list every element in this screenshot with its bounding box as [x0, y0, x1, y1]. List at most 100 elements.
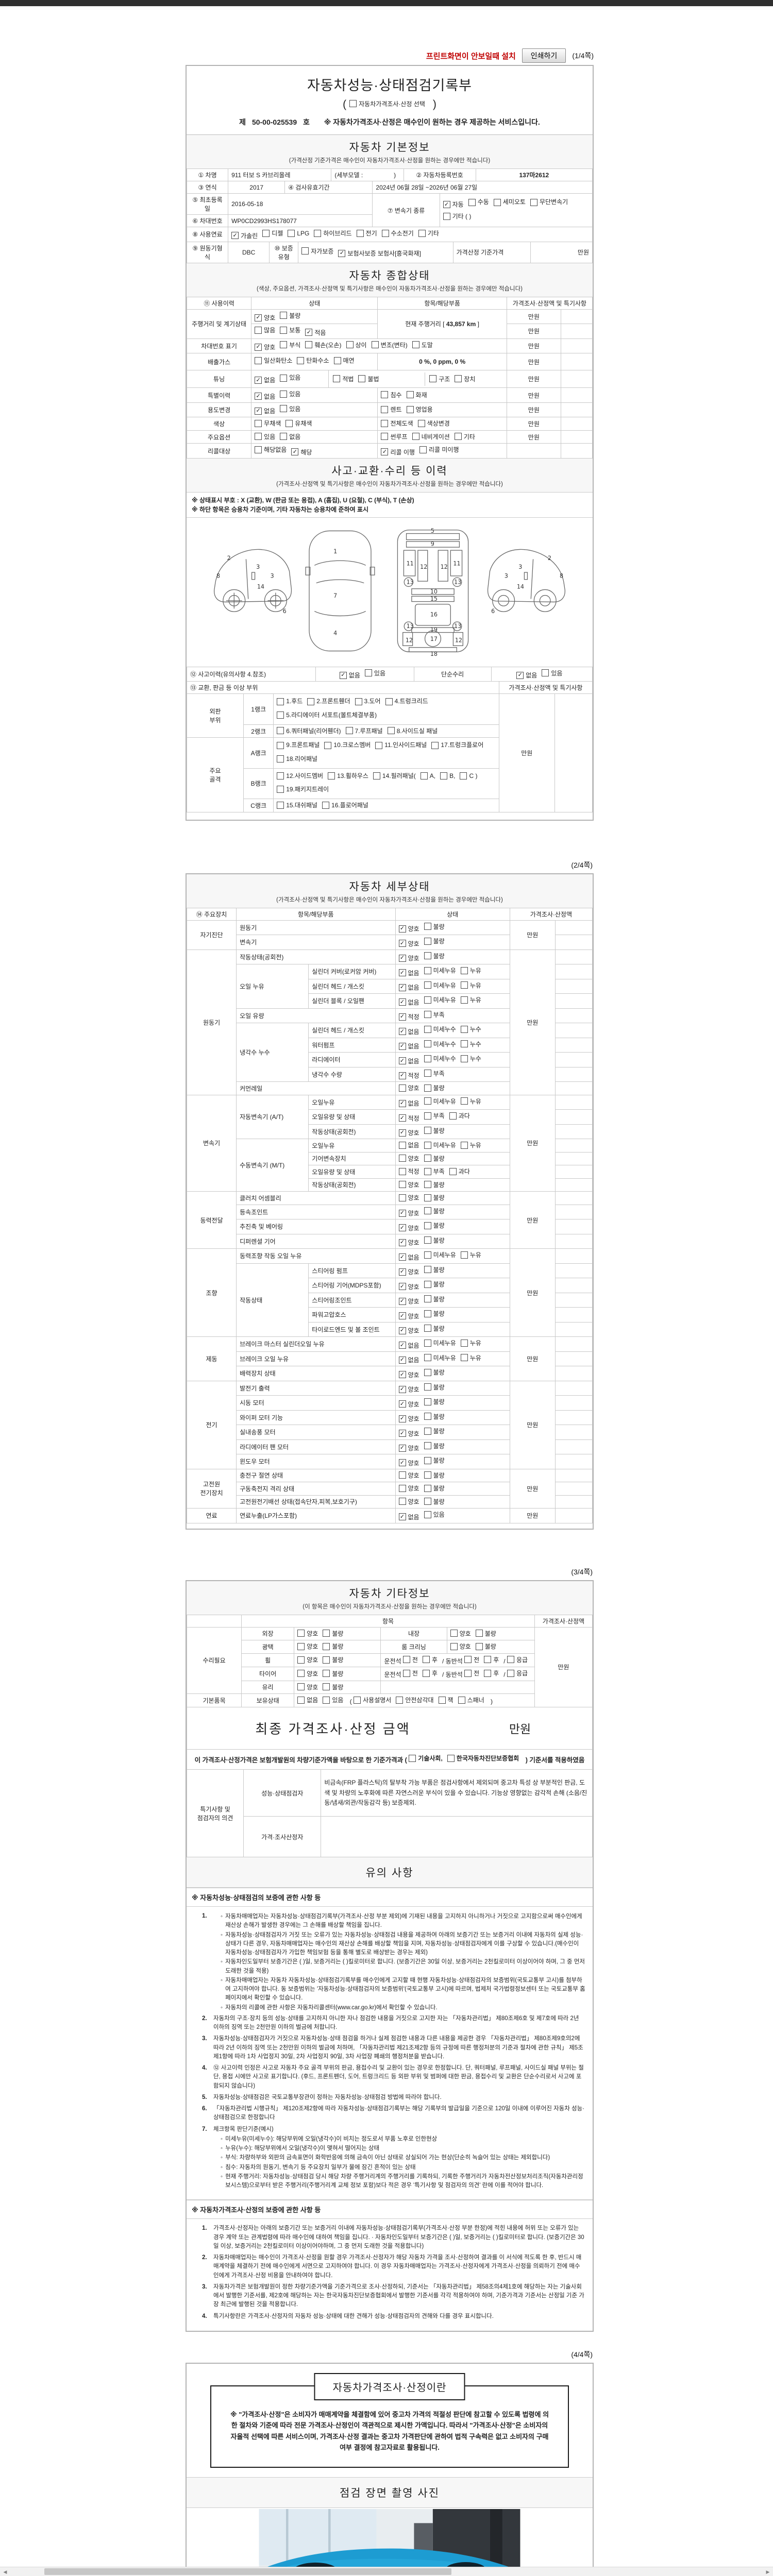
checkbox[interactable]	[443, 212, 450, 220]
checkbox[interactable]	[402, 1656, 410, 1664]
checkbox[interactable]	[255, 446, 262, 453]
checkbox[interactable]	[398, 1141, 406, 1149]
checkbox-option[interactable]: 있음	[280, 389, 300, 398]
checkbox[interactable]: ✓	[398, 1209, 406, 1217]
holding-options[interactable]: 없음 있음 ( 사용설명서 안전삼각대 잭 스패너 )	[294, 1693, 535, 1707]
checkbox-option[interactable]: 양호	[398, 1497, 419, 1506]
checkbox-option[interactable]: 디젤	[262, 229, 283, 238]
checkbox-option[interactable]: 기타	[454, 432, 475, 441]
price-note-cell[interactable]	[554, 964, 593, 979]
color-options[interactable]: 무채색 유채색	[251, 417, 378, 431]
checkbox-option[interactable]: 불량	[424, 937, 445, 945]
checkbox-option[interactable]: ✓ 양호	[398, 1297, 419, 1306]
checkbox[interactable]: ✓	[255, 314, 262, 321]
checkbox-option[interactable]: 미세누유	[424, 1141, 456, 1149]
checkbox-option[interactable]: 미세누유	[424, 966, 456, 975]
checkbox[interactable]	[277, 727, 284, 735]
state-cell[interactable]: ✓ 양호 불량	[395, 1425, 510, 1440]
checkbox[interactable]: ✓	[398, 1342, 406, 1349]
checkbox[interactable]: ✓	[398, 1253, 406, 1261]
checkbox-option[interactable]: 12.사이드멤버	[277, 770, 323, 782]
checkbox-option[interactable]: ✓ 없음	[255, 392, 275, 401]
emission-options[interactable]: 일산화탄소 탄화수소 매연	[251, 352, 378, 371]
checkbox-option[interactable]: 누유	[460, 966, 481, 975]
checkbox[interactable]	[398, 1167, 406, 1175]
checkbox[interactable]	[396, 1696, 404, 1704]
checkbox-option[interactable]: 유채색	[285, 419, 312, 428]
tire-options[interactable]: 양호 불량	[294, 1667, 381, 1681]
checkbox-option[interactable]: 화재	[406, 391, 427, 399]
price-note-cell[interactable]	[554, 949, 593, 965]
checkbox[interactable]	[460, 1339, 468, 1347]
checkbox[interactable]	[418, 229, 426, 237]
checkbox-option[interactable]: 있음	[323, 1696, 343, 1704]
checkbox-option[interactable]: 불량	[424, 1442, 445, 1450]
price-note-cell[interactable]	[554, 1204, 593, 1220]
checkbox-option[interactable]: 없음	[280, 432, 300, 441]
state-cell[interactable]: ✓ 양호 불량	[395, 1454, 510, 1469]
checkbox[interactable]	[381, 433, 389, 440]
checkbox-option[interactable]: 일산화탄소	[255, 355, 292, 367]
checkbox-option[interactable]: 양호	[398, 1484, 419, 1493]
checkbox-option[interactable]: 누수	[460, 1040, 481, 1048]
checkbox-option[interactable]: ✓ 없음	[398, 1513, 419, 1521]
checkbox-option[interactable]: 17.트렁크플로어	[431, 739, 483, 751]
checkbox-option[interactable]: ✓ 없음	[398, 1027, 419, 1036]
state-cell[interactable]: 양호 불량	[395, 1081, 510, 1095]
price-survey-select-checkbox[interactable]: 자동차가격조사·산정 선택	[349, 99, 430, 110]
checkbox-option[interactable]: 장치	[455, 375, 475, 383]
checkbox[interactable]	[356, 229, 364, 237]
checkbox-option[interactable]: 불법	[358, 375, 379, 383]
price-note-cell[interactable]	[554, 1037, 593, 1053]
checkbox-option[interactable]: 불량	[424, 1180, 445, 1189]
checkbox-option[interactable]: 1.후드	[277, 696, 303, 707]
checkbox-option[interactable]: 2.프론트휀더	[307, 696, 350, 707]
price-note-cell[interactable]	[554, 1454, 593, 1469]
scroll-right-arrow[interactable]: ▶	[766, 2569, 770, 2574]
checkbox[interactable]: ✓	[516, 671, 524, 679]
checkbox[interactable]	[277, 786, 284, 793]
checkbox-option[interactable]: 전	[464, 1669, 479, 1677]
checkbox[interactable]: ✓	[255, 407, 262, 415]
checkbox-option[interactable]: 미세누유	[424, 1250, 456, 1259]
checkbox-option[interactable]: 불량	[424, 1309, 445, 1318]
checkbox[interactable]: ✓	[255, 377, 262, 384]
checkbox-option[interactable]: ✓ 양호	[255, 313, 275, 322]
checkbox[interactable]	[297, 1683, 305, 1691]
checkbox-option[interactable]: 탄화수소	[297, 355, 329, 367]
state-cell[interactable]: ✓ 양호 불량	[395, 920, 510, 936]
price-note-cell[interactable]	[554, 1307, 593, 1323]
checkbox-option[interactable]: 색상변경	[417, 419, 450, 428]
price-note-cell[interactable]	[554, 1380, 593, 1396]
checkbox[interactable]	[460, 967, 468, 974]
price-note-cell[interactable]	[554, 978, 593, 994]
checkbox[interactable]	[255, 357, 262, 365]
checkbox-option[interactable]: 양호	[297, 1655, 318, 1664]
checkbox[interactable]: ✓	[398, 1013, 406, 1021]
price-note-cell[interactable]	[554, 920, 593, 936]
price-note-cell[interactable]	[560, 352, 593, 371]
checkbox-option[interactable]: LPG	[288, 229, 309, 237]
mileage-gauge-options[interactable]: ✓ 양호 불량	[251, 309, 378, 324]
checkbox[interactable]	[323, 1656, 330, 1664]
state-cell[interactable]: ✓ 양호 불량	[395, 1439, 510, 1455]
checkbox-option[interactable]: 누유	[460, 981, 481, 990]
checkbox[interactable]	[424, 1266, 431, 1274]
checkbox-option[interactable]: 리콜 미이행	[419, 445, 459, 454]
polish-options[interactable]: 양호 불량	[294, 1640, 381, 1654]
checkbox[interactable]	[305, 341, 313, 348]
checkbox-option[interactable]: 있음	[255, 432, 275, 441]
checkbox[interactable]	[422, 1669, 430, 1677]
checkbox[interactable]	[424, 1511, 431, 1518]
checkbox-option[interactable]: 불량	[424, 1265, 445, 1274]
checkbox-option[interactable]: 불량	[323, 1683, 343, 1691]
checkbox-option[interactable]: ✓ 해당	[291, 448, 312, 456]
checkbox[interactable]	[328, 772, 335, 780]
price-note-cell[interactable]	[554, 1278, 593, 1293]
checkbox-option[interactable]: 렌트	[381, 405, 402, 414]
mileage-amount-options[interactable]: 많음 보통 ✓ 적음	[251, 324, 378, 339]
checkbox[interactable]	[314, 229, 322, 237]
checkbox[interactable]	[424, 1127, 431, 1134]
checkbox[interactable]	[530, 198, 537, 206]
checkbox-option[interactable]: 불량	[424, 922, 445, 931]
